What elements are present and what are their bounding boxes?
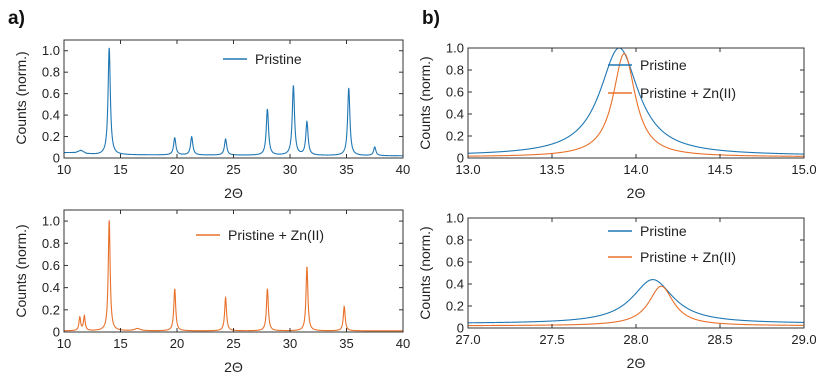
x-tick-label: 30 xyxy=(283,162,297,177)
y-tick-label: 0.8 xyxy=(446,63,464,78)
x-tick-label: 40 xyxy=(396,336,410,351)
legend-label: Pristine xyxy=(640,57,687,73)
y-tick-label: 0 xyxy=(53,151,60,166)
y-tick-label: 0.6 xyxy=(446,255,464,270)
x-tick-label: 13.0 xyxy=(455,162,480,177)
y-axis-label: Counts (norm.) xyxy=(417,226,433,319)
series-line-b-bottom-0 xyxy=(467,279,804,324)
y-tick-label: 0.8 xyxy=(42,65,60,80)
y-tick-label: 0.8 xyxy=(42,236,60,251)
plot-frame xyxy=(467,217,805,329)
series-line-b-top-1 xyxy=(468,52,805,157)
x-tick-label: 13.5 xyxy=(539,162,564,177)
x-tick-label: 40 xyxy=(396,162,410,177)
panel-label-b: b) xyxy=(422,8,440,29)
y-tick-label: 0.6 xyxy=(446,85,464,100)
legend-label: Pristine + Zn(II) xyxy=(640,85,736,101)
x-axis-label: 2Θ xyxy=(224,359,243,375)
y-axis-label: Counts (norm.) xyxy=(13,224,29,317)
y-tick-label: 0.8 xyxy=(446,233,464,248)
plot-frame xyxy=(467,47,805,159)
legend-label: Pristine xyxy=(255,51,302,67)
y-tick-label: 1.0 xyxy=(42,43,60,58)
y-tick-label: 1.0 xyxy=(42,214,60,229)
x-tick-label: 35 xyxy=(339,162,353,177)
y-tick-label: 0.4 xyxy=(42,280,60,295)
chart-a-top: 10 15 20 25 30 35 40 0 0.2 0.4 0.6 0.8 1.0 2Θ Counts (… xyxy=(13,39,410,201)
y-tick-label: 0.4 xyxy=(42,108,60,123)
y-tick-label: 0.6 xyxy=(42,86,60,101)
y-tick-label: 0 xyxy=(53,325,60,340)
x-tick-label: 10 xyxy=(57,162,71,177)
x-axis-label: 2Θ xyxy=(224,185,243,201)
x-tick-label: 30 xyxy=(283,336,297,351)
x-tick-label: 25 xyxy=(226,336,240,351)
x-tick-label: 27.0 xyxy=(455,332,480,347)
y-tick-label: 0 xyxy=(457,151,464,166)
x-tick-label: 28.5 xyxy=(707,332,732,347)
y-tick-label: 0 xyxy=(457,321,464,336)
x-tick-label: 28.0 xyxy=(623,332,648,347)
y-axis-label: Counts (norm.) xyxy=(417,56,433,149)
x-tick-label: 20 xyxy=(170,336,184,351)
y-tick-label: 0.6 xyxy=(42,258,60,273)
plot-frame xyxy=(63,39,404,159)
x-axis-label: 2Θ xyxy=(627,355,646,371)
series-line-b-bottom-1 xyxy=(468,285,804,327)
y-tick-label: 1.0 xyxy=(446,41,464,56)
chart-b-top: 13.0 13.5 14.0 14.5 15.0 0 0.2 0.4 0.6 0.8 1.0 2Θ Co… xyxy=(417,41,816,202)
x-tick-label: 15.0 xyxy=(791,162,816,177)
x-tick-label: 14.0 xyxy=(623,162,648,177)
y-tick-label: 0.4 xyxy=(446,277,464,292)
x-tick-label: 20 xyxy=(170,162,184,177)
x-tick-label: 25 xyxy=(226,162,240,177)
x-tick-label: 35 xyxy=(339,336,353,351)
legend-label: Pristine xyxy=(640,223,687,239)
x-tick-label: 10 xyxy=(57,336,71,351)
x-tick-label: 29.0 xyxy=(791,332,816,347)
x-tick-label: 27.5 xyxy=(539,332,564,347)
series-line-a-top-0 xyxy=(64,47,404,157)
y-tick-label: 0.2 xyxy=(42,302,60,317)
series-line-b-top-0 xyxy=(468,47,804,155)
y-tick-label: 1.0 xyxy=(446,211,464,226)
chart-b-bottom: 27.0 27.5 28.0 28.5 29.0 0 0.2 0.4 0.6 0.8 1.0 2Θ Co… xyxy=(417,211,816,372)
legend-label: Pristine + Zn(II) xyxy=(228,227,324,243)
y-tick-label: 0.2 xyxy=(42,129,60,144)
x-tick-label: 15 xyxy=(113,162,127,177)
legend-label: Pristine + Zn(II) xyxy=(640,249,736,265)
y-tick-label: 0.2 xyxy=(446,129,464,144)
x-tick-label: 14.5 xyxy=(707,162,732,177)
y-tick-label: 0.4 xyxy=(446,107,464,122)
chart-a-bottom: 10 15 20 25 30 35 40 0 0.2 0.4 0.6 0.8 1.0 2Θ Counts (… xyxy=(13,209,410,375)
x-tick-label: 15 xyxy=(113,336,127,351)
y-tick-label: 0.2 xyxy=(446,299,464,314)
x-axis-label: 2Θ xyxy=(627,185,646,201)
panel-label-a: a) xyxy=(8,8,25,29)
y-axis-label: Counts (norm.) xyxy=(13,51,29,144)
